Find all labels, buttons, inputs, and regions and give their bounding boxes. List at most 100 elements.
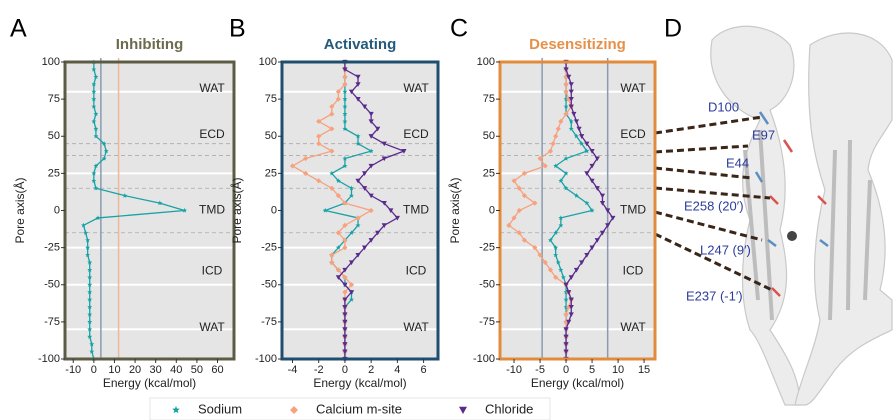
region-label: ICD	[202, 264, 223, 278]
region-label: WAT	[620, 81, 646, 95]
series-marker	[87, 274, 93, 280]
series-marker	[579, 134, 585, 139]
series-marker	[87, 267, 93, 272]
legend-label: Calcium m-site	[316, 401, 402, 416]
series-marker	[316, 118, 322, 124]
x-tick-label: 20	[129, 364, 141, 376]
series-marker	[573, 267, 580, 273]
series-marker	[368, 238, 374, 243]
connector	[654, 144, 749, 154]
y-tick-label: -25	[261, 242, 277, 254]
residue-label: E237 (-1′)	[686, 288, 743, 303]
x-tick-label: 10	[108, 364, 120, 376]
series-marker	[355, 82, 361, 87]
series-marker	[342, 342, 348, 347]
series-marker	[81, 222, 87, 228]
region-label: ECD	[403, 127, 429, 141]
y-axis-label: Pore axis(Å)	[229, 177, 244, 243]
connector	[654, 115, 763, 135]
series-marker	[348, 282, 355, 288]
series-marker	[568, 275, 574, 280]
series-marker	[87, 319, 93, 324]
series-marker	[87, 297, 93, 302]
residue	[771, 287, 781, 297]
series-marker	[342, 96, 348, 102]
series-marker	[558, 178, 564, 183]
series-marker	[599, 193, 606, 199]
connector	[654, 210, 763, 242]
series-marker	[89, 341, 95, 347]
x-tick-label: 0	[342, 364, 348, 376]
series-marker	[182, 207, 188, 213]
region-label: WAT	[403, 320, 429, 334]
series-marker	[584, 141, 590, 147]
residue	[782, 139, 794, 153]
series-marker	[381, 200, 387, 206]
series-marker	[349, 193, 354, 198]
series-marker	[368, 163, 374, 169]
series-marker	[584, 252, 590, 258]
series-marker	[568, 297, 574, 303]
series-marker	[355, 178, 361, 184]
series-marker	[511, 178, 517, 184]
plot-background	[65, 62, 234, 359]
series-marker	[532, 200, 538, 206]
x-tick-label: 5	[589, 364, 595, 376]
series-marker	[368, 193, 374, 199]
y-tick-label: 25	[48, 167, 60, 179]
series-marker	[560, 274, 566, 280]
series-marker	[566, 319, 572, 325]
series-marker	[506, 222, 512, 228]
series-marker	[568, 82, 574, 87]
series-marker	[568, 118, 574, 124]
series-marker	[547, 237, 553, 243]
series-marker	[563, 342, 569, 347]
series-marker	[93, 126, 99, 131]
series-marker	[342, 319, 348, 325]
ion	[787, 231, 797, 241]
series-marker	[342, 237, 348, 243]
series-marker	[563, 155, 569, 161]
series-marker	[335, 96, 341, 102]
x-tick-label: 0	[563, 364, 569, 376]
series-marker	[329, 103, 335, 110]
series-marker	[563, 297, 569, 302]
series-marker	[563, 89, 569, 95]
series-marker	[329, 185, 335, 191]
series-marker	[91, 66, 97, 72]
series-marker	[91, 178, 97, 183]
residue-sticks	[754, 111, 829, 297]
y-tick-label: -75	[479, 316, 495, 328]
series-marker	[563, 334, 569, 340]
series-marker	[335, 178, 341, 183]
panel-letter: D	[664, 15, 682, 43]
series-marker	[584, 148, 590, 154]
series-marker	[511, 215, 517, 221]
series-marker	[355, 141, 361, 146]
series-marker	[573, 193, 579, 198]
series-marker	[568, 312, 574, 318]
series-marker	[563, 111, 569, 117]
series-marker	[375, 230, 381, 236]
series-marker	[589, 178, 595, 184]
residue	[817, 195, 827, 205]
legend-marker	[290, 406, 298, 414]
series-marker	[342, 103, 348, 109]
y-tick-label: -75	[44, 316, 60, 328]
series-marker	[566, 304, 572, 310]
series-marker	[584, 171, 590, 176]
series-marker	[342, 297, 348, 303]
series-marker	[537, 252, 543, 258]
series-marker	[589, 245, 595, 251]
series-marker	[361, 104, 368, 110]
structure-right	[794, 32, 893, 406]
series-marker	[342, 274, 348, 280]
series-marker	[329, 252, 335, 258]
series-marker	[568, 304, 574, 310]
y-tick-label: 50	[48, 130, 60, 142]
series-marker	[375, 126, 381, 132]
series-marker	[349, 297, 354, 302]
y-tick-label: -50	[261, 279, 277, 291]
series-marker	[342, 222, 348, 228]
